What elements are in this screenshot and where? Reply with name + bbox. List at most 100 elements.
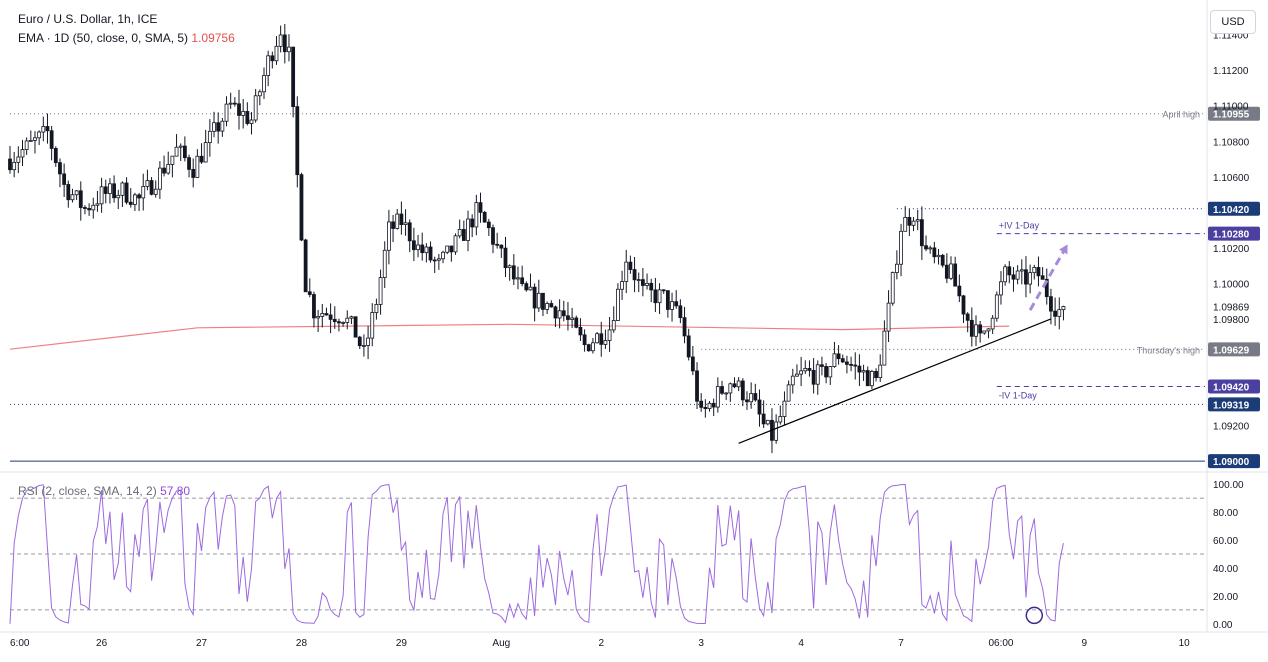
candle <box>869 369 874 390</box>
candle <box>1040 267 1045 280</box>
candle-body <box>149 180 154 195</box>
candle <box>341 321 346 327</box>
candle <box>141 173 146 211</box>
grid <box>0 0 1268 633</box>
candle <box>732 377 737 389</box>
time-tick-label: 29 <box>396 638 408 649</box>
candle-body <box>690 356 695 372</box>
candle-body <box>799 370 804 375</box>
candle <box>657 283 662 315</box>
candle <box>420 232 425 261</box>
candle-body <box>940 254 945 266</box>
candle <box>411 227 416 262</box>
candle-body <box>16 156 21 163</box>
candle-body <box>894 263 899 273</box>
candle-body <box>969 319 974 337</box>
candle <box>645 273 649 290</box>
candle <box>919 206 924 260</box>
candle <box>495 232 500 249</box>
candle-body <box>53 148 58 164</box>
candle <box>153 180 158 198</box>
candle <box>449 245 454 262</box>
candle-body <box>470 218 475 228</box>
candle <box>1049 288 1053 325</box>
candle-body <box>41 126 46 133</box>
candle <box>478 192 483 223</box>
candle <box>16 146 21 174</box>
candle-body <box>557 310 562 319</box>
candle <box>316 309 321 333</box>
candle-body <box>245 111 250 124</box>
candle-body <box>1036 267 1041 277</box>
candle <box>216 112 221 144</box>
time-tick-label: 10 <box>1179 638 1191 649</box>
candle <box>295 96 300 188</box>
candle <box>378 269 383 315</box>
rsi-tick-label: 40.00 <box>1213 564 1238 575</box>
candle <box>724 392 729 401</box>
candle <box>357 335 362 350</box>
candle <box>853 352 858 380</box>
reference-line-label: Thursday's high <box>1137 345 1200 355</box>
candle <box>761 400 766 429</box>
candle-body <box>320 313 325 317</box>
candle <box>370 303 375 347</box>
candle <box>936 248 941 265</box>
candle <box>66 180 71 208</box>
candle <box>270 51 275 69</box>
candle-body <box>886 302 891 332</box>
candle-body <box>66 184 71 201</box>
candle <box>990 315 995 335</box>
candle-body <box>599 333 604 345</box>
candles <box>8 23 1066 454</box>
candle-body <box>703 406 708 410</box>
currency-button[interactable]: USD <box>1210 10 1256 34</box>
candle <box>903 206 908 232</box>
candle <box>95 190 100 212</box>
candle-body <box>83 207 87 209</box>
candle <box>928 245 933 254</box>
candle-body <box>137 194 141 199</box>
candle-body <box>349 316 354 319</box>
candle-body <box>840 358 845 363</box>
rsi-tick-label: 20.00 <box>1213 592 1238 603</box>
candle <box>395 208 400 230</box>
candle <box>1003 264 1008 286</box>
candle <box>287 34 291 62</box>
candle <box>245 102 250 126</box>
candle <box>303 238 308 293</box>
candle <box>324 307 329 316</box>
candle-body <box>253 95 258 121</box>
candle <box>282 23 287 64</box>
price-tick-label: 1.09200 <box>1213 422 1250 433</box>
candle <box>940 253 945 268</box>
candle <box>886 290 891 343</box>
candle-body <box>803 368 808 372</box>
candle-body <box>445 245 450 253</box>
candle-body <box>528 286 533 291</box>
candle-body <box>853 364 858 367</box>
candle-body <box>195 155 200 178</box>
candle <box>953 256 958 287</box>
candle <box>162 155 166 177</box>
candle <box>986 328 991 339</box>
candle-body <box>620 281 624 290</box>
candle-body <box>411 240 416 251</box>
candle <box>740 378 745 407</box>
candle <box>899 223 903 277</box>
candle-body <box>1003 266 1008 283</box>
candle-body <box>586 344 591 352</box>
candle <box>553 305 558 327</box>
rsi-tick-label: 100.00 <box>1213 480 1244 491</box>
candle-body <box>561 310 566 317</box>
candle-body <box>116 194 121 199</box>
candle <box>720 380 724 396</box>
candle-body <box>266 55 271 76</box>
candle-body <box>890 272 895 304</box>
candle-body <box>661 289 666 292</box>
candle-body <box>1024 269 1028 285</box>
reference-line-label: -IV 1-Day <box>999 390 1038 400</box>
candle <box>711 398 716 417</box>
candle-body <box>674 301 679 307</box>
